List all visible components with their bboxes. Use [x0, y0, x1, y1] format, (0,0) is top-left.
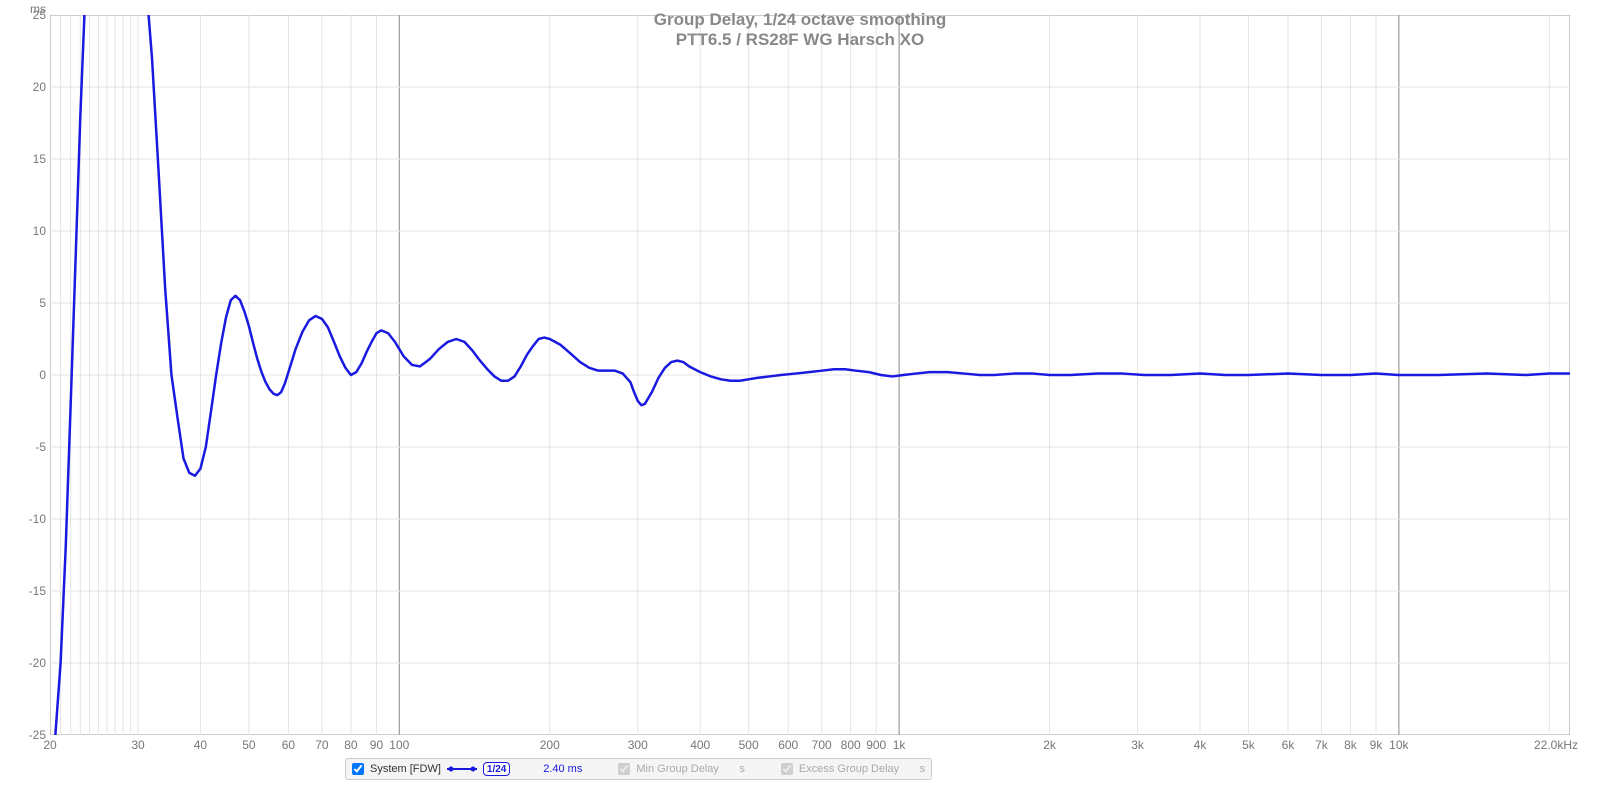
legend-checkbox[interactable] — [781, 763, 793, 775]
x-tick-label: 100 — [389, 738, 409, 752]
x-tick-label: 800 — [841, 738, 861, 752]
x-tick-label: 900 — [866, 738, 886, 752]
y-tick-label: 20 — [6, 80, 46, 94]
x-tick-label: 200 — [540, 738, 560, 752]
legend-value: 2.40 ms — [522, 763, 582, 775]
legend-label: System [FDW] — [370, 763, 441, 775]
legend-label: Min Group Delay — [636, 763, 719, 775]
x-tick-label: 20 — [43, 738, 56, 752]
x-tick-label: 50 — [242, 738, 255, 752]
x-tick-label: 300 — [628, 738, 648, 752]
x-tick-label: 2k — [1043, 738, 1056, 752]
x-tick-label: 400 — [690, 738, 710, 752]
legend-value: s — [905, 763, 925, 775]
x-tick-label: 8k — [1344, 738, 1357, 752]
legend-checkbox[interactable] — [618, 763, 630, 775]
x-tick-label: 70 — [315, 738, 328, 752]
plot-area — [50, 15, 1570, 735]
x-tick-label: 10k — [1389, 738, 1408, 752]
y-tick-label: -10 — [6, 512, 46, 526]
x-tick-label: 60 — [282, 738, 295, 752]
legend-smoothing-badge[interactable]: 1/24 — [483, 762, 510, 776]
chart-container: ms Group Delay, 1/24 octave smoothing PT… — [0, 0, 1600, 787]
x-tick-label: 1k — [893, 738, 906, 752]
legend-label: Excess Group Delay — [799, 763, 899, 775]
y-tick-label: 10 — [6, 224, 46, 238]
x-tick-label: 9k — [1370, 738, 1383, 752]
y-tick-label: 0 — [6, 368, 46, 382]
x-tick-label: 600 — [778, 738, 798, 752]
y-tick-label: -25 — [6, 728, 46, 742]
x-tick-label: 7k — [1315, 738, 1328, 752]
x-tick-label: 4k — [1194, 738, 1207, 752]
chart-title-line1: Group Delay, 1/24 octave smoothing — [654, 10, 947, 30]
x-tick-label: 700 — [812, 738, 832, 752]
y-tick-label: 5 — [6, 296, 46, 310]
x-tick-label: 6k — [1282, 738, 1295, 752]
x-tick-label: 5k — [1242, 738, 1255, 752]
x-tick-label: 500 — [739, 738, 759, 752]
y-tick-label: -20 — [6, 656, 46, 670]
x-tick-label: 3k — [1131, 738, 1144, 752]
legend-value: s — [725, 763, 745, 775]
x-tick-label: 90 — [370, 738, 383, 752]
chart-title-line2: PTT6.5 / RS28F WG Harsch XO — [654, 30, 947, 50]
x-axis-unit: 22.0kHz — [1534, 738, 1578, 752]
chart-title: Group Delay, 1/24 octave smoothing PTT6.… — [654, 10, 947, 50]
y-tick-label: 15 — [6, 152, 46, 166]
x-tick-label: 80 — [344, 738, 357, 752]
plot-svg — [50, 15, 1570, 735]
y-tick-label: 25 — [6, 8, 46, 22]
y-tick-label: -15 — [6, 584, 46, 598]
legend-bar: System [FDW]1/242.40 msMin Group DelaysE… — [345, 758, 932, 780]
x-tick-label: 40 — [194, 738, 207, 752]
legend-swatch — [447, 762, 477, 776]
x-tick-label: 30 — [131, 738, 144, 752]
y-tick-label: -5 — [6, 440, 46, 454]
legend-checkbox[interactable] — [352, 763, 364, 775]
